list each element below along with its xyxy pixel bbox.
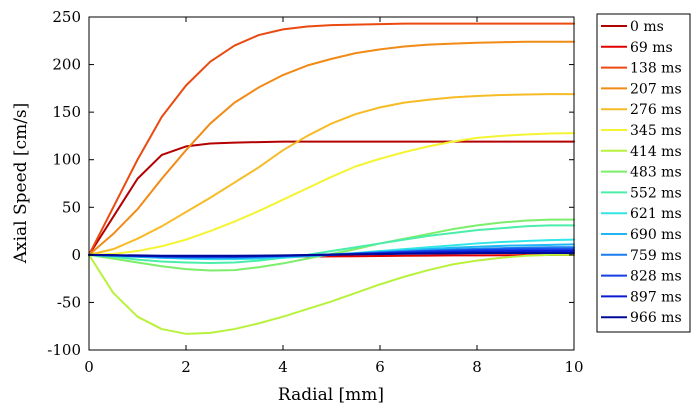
y-tick-label: 200: [52, 56, 81, 74]
plot-frame: [88, 16, 575, 351]
y-tick-label: -50: [57, 293, 81, 311]
legend-label-6: 414 ms: [630, 144, 682, 160]
legend-label-1: 69 ms: [630, 40, 673, 56]
y-tick-label: 50: [62, 198, 81, 216]
y-tick-label: -100: [47, 341, 81, 359]
series-line-14: [88, 251, 575, 257]
legend-label-9: 621 ms: [630, 206, 682, 222]
series-line-6: [88, 253, 575, 335]
legend-label-7: 483 ms: [630, 165, 682, 181]
legend-label-13: 897 ms: [630, 289, 682, 305]
x-tick-label: 4: [278, 358, 288, 376]
y-tick-label: 250: [52, 8, 81, 26]
series-line-4: [88, 93, 575, 256]
legend-label-0: 0 ms: [630, 19, 664, 35]
legend-label-5: 345 ms: [630, 123, 682, 139]
legend-label-12: 828 ms: [630, 269, 682, 285]
y-axis-ticks: -100 -50 0 50 100 150 200 250: [47, 8, 574, 359]
legend-label-3: 207 ms: [630, 81, 682, 97]
x-tick-label: 0: [84, 358, 94, 376]
legend-label-10: 690 ms: [630, 227, 682, 243]
series-layer: [88, 22, 575, 335]
legend: 0 ms 69 ms 138 ms 207 ms 276 ms 345 ms 414 ms 4…: [596, 13, 691, 333]
x-tick-label: 10: [564, 358, 583, 376]
legend-label-14: 966 ms: [630, 310, 682, 326]
y-tick-label: 0: [71, 246, 81, 264]
x-axis-label: Radial [mm]: [278, 385, 384, 405]
series-line-2: [88, 22, 575, 256]
legend-label-11: 759 ms: [630, 248, 682, 264]
x-tick-label: 6: [375, 358, 385, 376]
series-line-0: [88, 140, 575, 256]
x-tick-label: 2: [181, 358, 191, 376]
x-tick-label: 8: [472, 358, 482, 376]
y-tick-label: 100: [52, 151, 81, 169]
legend-label-4: 276 ms: [630, 102, 682, 118]
series-line-3: [88, 40, 575, 256]
series-line-5: [88, 132, 575, 256]
series-line-8: [88, 224, 575, 264]
x-axis-ticks: 0 2 4 6 8 10: [84, 17, 584, 376]
y-tick-label: 150: [52, 103, 81, 121]
y-axis-label: Axial Speed [cm/s]: [11, 103, 31, 265]
legend-label-8: 552 ms: [630, 185, 682, 201]
legend-label-2: 138 ms: [630, 61, 682, 77]
